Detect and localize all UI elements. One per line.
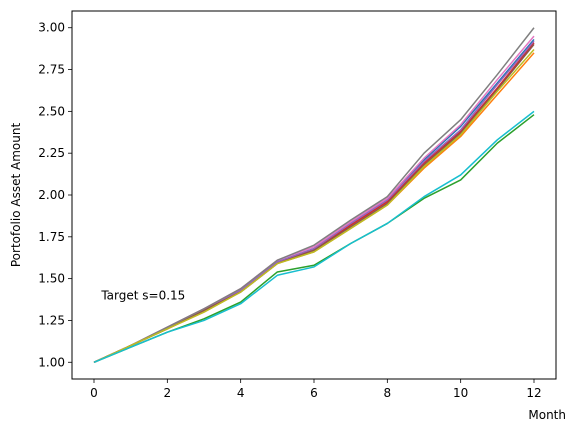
y-tick-label: 1.25 bbox=[38, 313, 65, 327]
y-tick-label: 1.75 bbox=[38, 230, 65, 244]
y-tick-label: 1.00 bbox=[38, 355, 65, 369]
x-tick-label: 12 bbox=[526, 386, 541, 400]
y-tick-label: 2.75 bbox=[38, 63, 65, 77]
plot-frame bbox=[71, 10, 557, 380]
x-axis-label: Month bbox=[528, 408, 566, 422]
series-line-9 bbox=[93, 48, 535, 363]
x-tick-label: 4 bbox=[237, 386, 245, 400]
y-tick-label: 2.00 bbox=[38, 188, 65, 202]
y-tick-label: 3.00 bbox=[38, 21, 65, 35]
y-axis-label: Portofolio Asset Amount bbox=[9, 123, 23, 268]
x-axis-ticks: 0 2 4 6 8 10 12 bbox=[90, 379, 542, 400]
x-tick-label: 8 bbox=[384, 386, 392, 400]
x-tick-label: 0 bbox=[90, 386, 98, 400]
annotation-target: Target s=0.15 bbox=[100, 288, 185, 302]
y-tick-label: 2.25 bbox=[38, 146, 65, 160]
y-axis-ticks: 1.00 1.25 1.50 1.75 2.00 2.25 2.50 2.75 3.00 bbox=[38, 21, 72, 369]
y-tick-label: 2.50 bbox=[38, 104, 65, 118]
series-line-8 bbox=[93, 27, 535, 363]
x-tick-label: 10 bbox=[453, 386, 468, 400]
x-tick-label: 6 bbox=[310, 386, 318, 400]
x-tick-label: 2 bbox=[164, 386, 172, 400]
series-layer bbox=[93, 27, 535, 363]
y-tick-label: 1.50 bbox=[38, 272, 65, 286]
series-line-10 bbox=[93, 110, 535, 363]
